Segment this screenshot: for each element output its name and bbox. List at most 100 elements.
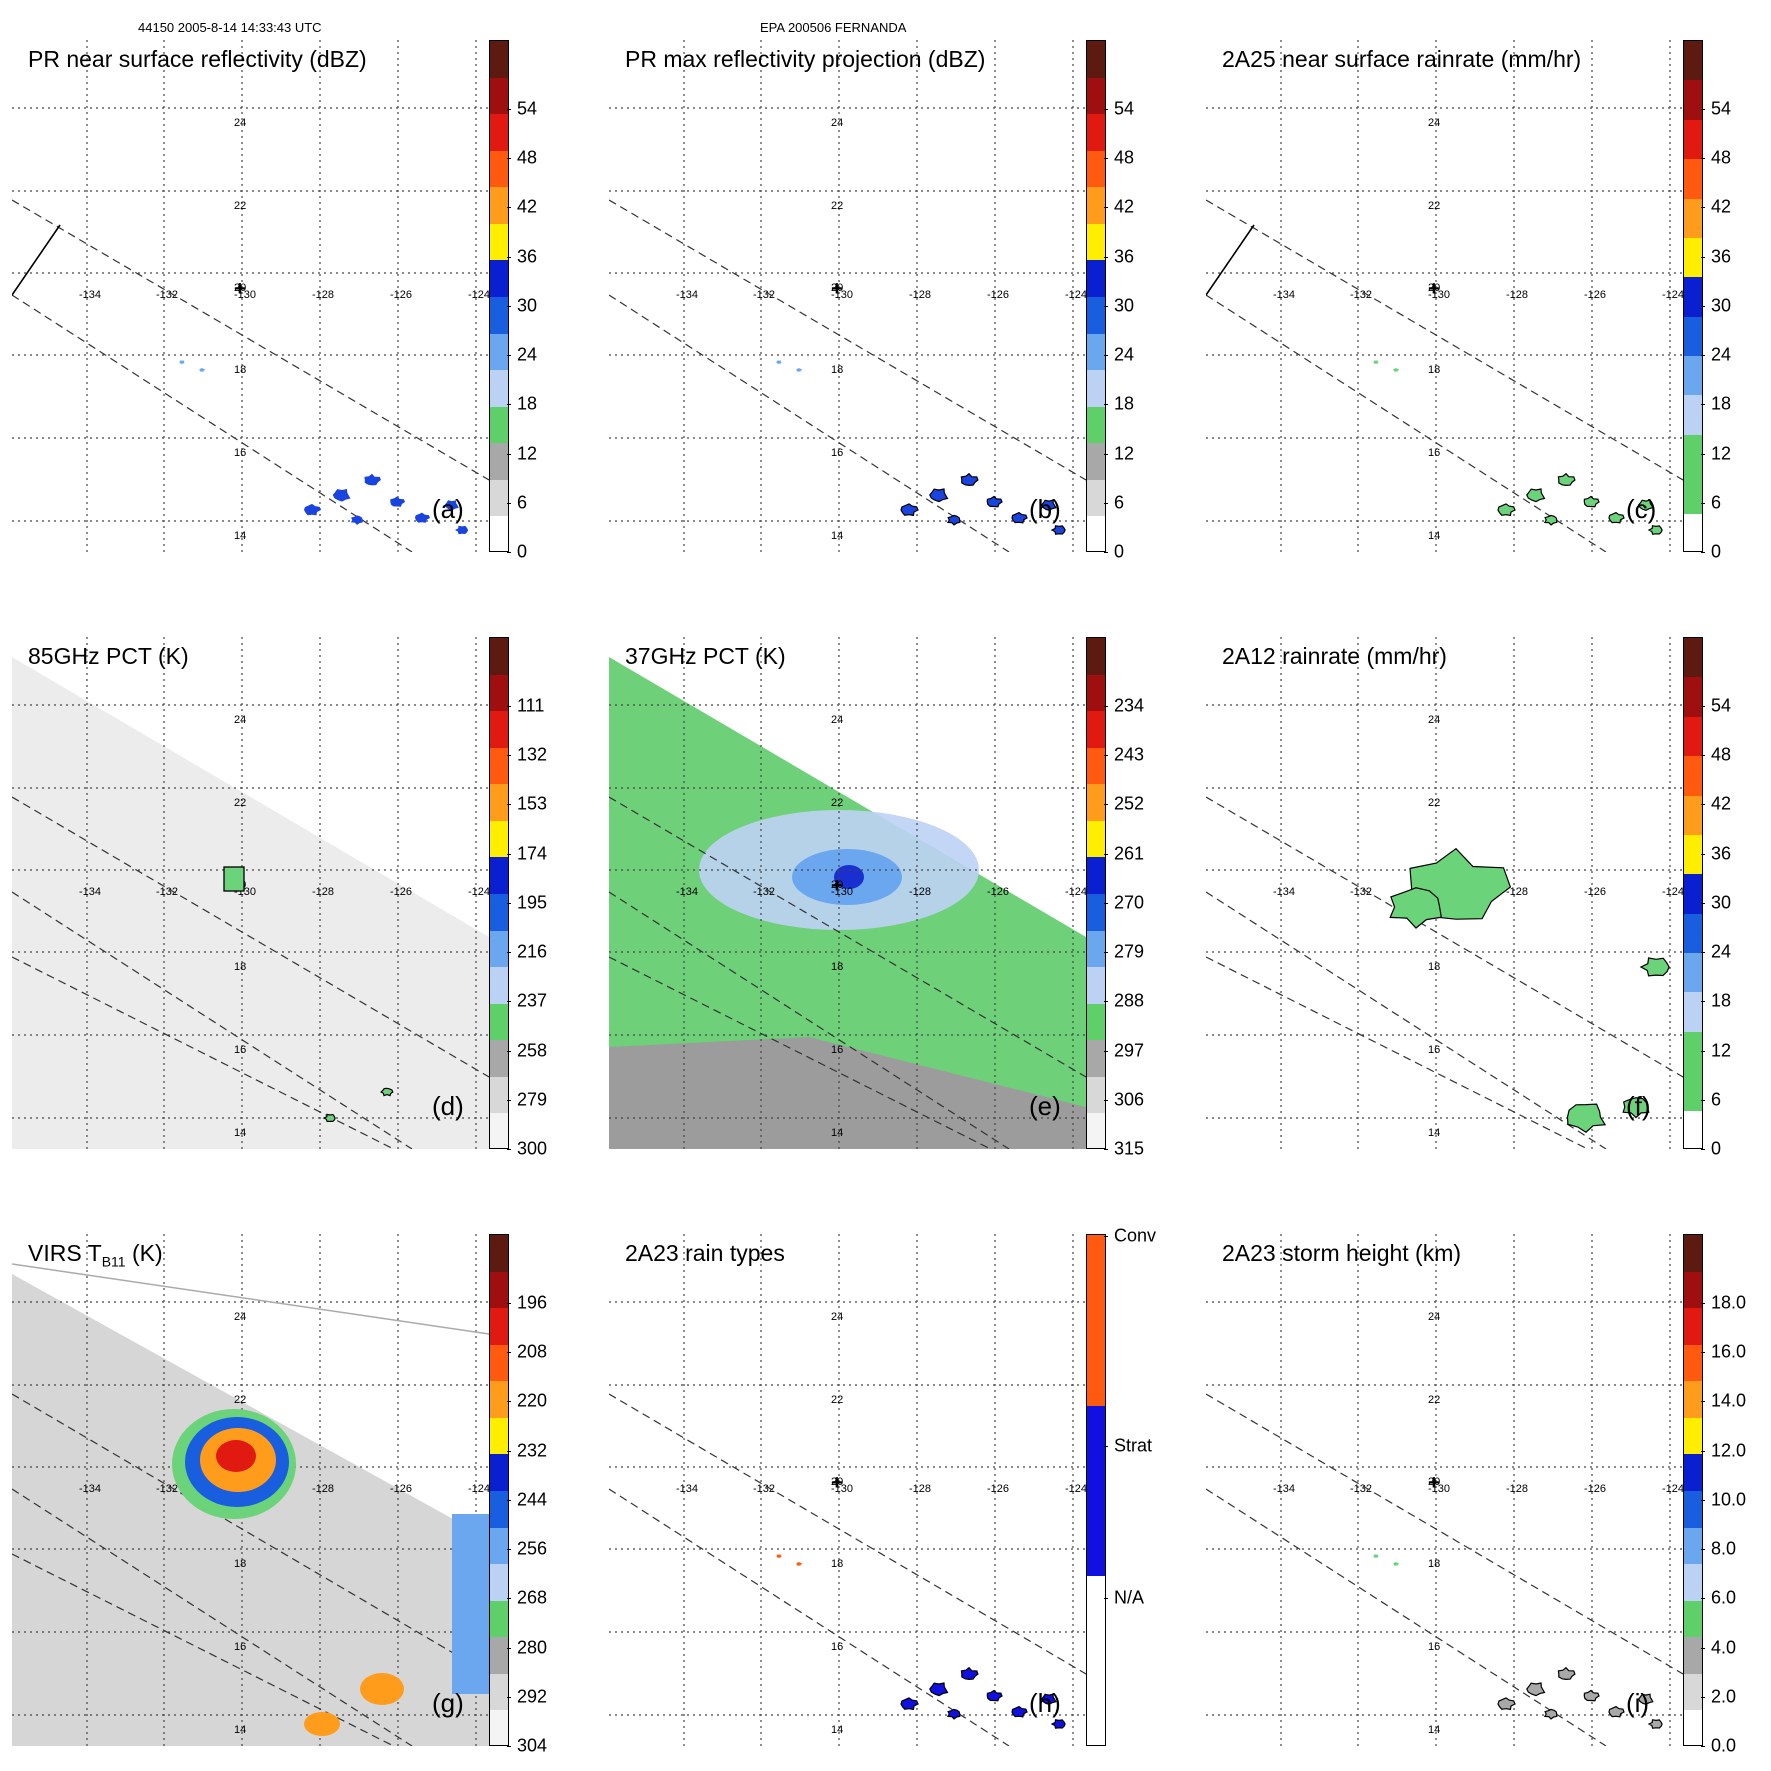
lat-label: 16 — [831, 447, 843, 459]
lat-label: 24 — [1428, 117, 1440, 129]
colorbar-tick — [1701, 305, 1705, 307]
colorbar-segment — [1087, 894, 1105, 931]
colorbar-tick-label: 256 — [517, 1538, 548, 1559]
lat-label: 24 — [234, 117, 246, 129]
lat-label: 14 — [1428, 530, 1440, 542]
lon-label: -132 — [753, 886, 775, 898]
colorbar-segment — [490, 894, 508, 931]
colorbar — [1086, 1234, 1106, 1746]
colorbar-segment — [490, 1454, 508, 1491]
swath-edge-line — [609, 796, 1086, 1078]
colorbar-segment — [490, 820, 508, 858]
colorbar-tick-label: 24 — [517, 344, 538, 365]
colorbar-segment — [1684, 1491, 1702, 1528]
lon-label: -130 — [1428, 289, 1450, 301]
rain-cell — [1526, 488, 1546, 503]
lat-label: 14 — [234, 530, 246, 542]
lat-label: 20 — [1428, 282, 1440, 294]
colorbar-tick — [507, 1352, 511, 1354]
lat-label: 14 — [831, 530, 843, 542]
panel-b: PR max reflectivity projection (dBZ) -134… — [597, 30, 1134, 570]
colorbar-tick-label: 54 — [1114, 98, 1135, 119]
colorbar-tick-label: 18 — [1114, 393, 1135, 414]
lon-label: -132 — [1350, 886, 1372, 898]
lon-label: -134 — [676, 886, 698, 898]
colorbar-tick — [1701, 1746, 1705, 1747]
storm-center-marker: + — [831, 278, 843, 300]
convective-cluster — [360, 1673, 404, 1705]
colorbar-segment — [1087, 1405, 1105, 1577]
colorbar-tick — [1104, 952, 1108, 954]
lon-label: -134 — [676, 289, 698, 301]
cross-section-line — [1206, 224, 1255, 296]
colorbar-segment — [490, 1076, 508, 1114]
colorbar-segment — [1087, 784, 1105, 821]
colorbar-tick-label: 220 — [517, 1390, 548, 1411]
colorbar-segment — [490, 1564, 508, 1601]
colorbar-tick — [507, 1001, 511, 1003]
panel-title: VIRS TB11 (K) — [28, 1240, 163, 1270]
colorbar-tick-label: 288 — [1114, 990, 1145, 1011]
rain-cell — [1637, 1693, 1654, 1705]
lon-label: -134 — [676, 1483, 698, 1495]
colorbar-tick-label: 54 — [1711, 695, 1732, 716]
lon-label: -130 — [831, 1483, 853, 1495]
colorbar-tick-label: Strat — [1114, 1435, 1153, 1456]
swath-edge-line — [609, 891, 1010, 1149]
panel-title: PR near surface reflectivity (dBZ) — [28, 46, 367, 73]
panel-letter: (a) — [432, 494, 464, 524]
colorbar-tick — [1104, 404, 1108, 406]
colorbar-segment — [490, 41, 508, 78]
swath-edge-line — [1206, 796, 1683, 1078]
colorbar-tick — [507, 1401, 511, 1403]
rain-cell — [332, 489, 351, 502]
colorbar-tick-label: 12 — [1711, 443, 1732, 464]
lon-label: -124 — [1662, 1483, 1683, 1495]
rain-cell — [946, 514, 961, 526]
rain-cell — [1011, 511, 1028, 524]
lon-label: -132 — [156, 886, 178, 898]
colorbar-tick — [1104, 705, 1108, 707]
rain-cell — [929, 1682, 949, 1697]
panel-title: PR max reflectivity projection (dBZ) — [625, 46, 985, 73]
swath-edge-line — [1206, 891, 1607, 1149]
colorbar-tick-label: 2.0 — [1711, 1686, 1737, 1707]
rain-cell — [1050, 525, 1066, 535]
lat-label: 18 — [234, 961, 246, 973]
lon-label: -128 — [312, 886, 334, 898]
colorbar-tick-label: 30 — [517, 295, 538, 316]
lat-label: 14 — [234, 1724, 246, 1736]
lon-label: -126 — [390, 1483, 412, 1495]
colorbar-segment — [490, 77, 508, 115]
lat-label: 18 — [1428, 1558, 1440, 1570]
colorbar-tick — [1701, 755, 1705, 757]
lat-label: 22 — [234, 1394, 246, 1406]
colorbar-segment — [490, 1308, 508, 1345]
colorbar-tick-label: 42 — [517, 196, 538, 217]
colorbar-tick-label: 232 — [517, 1440, 548, 1461]
panel-title: 37GHz PCT (K) — [625, 643, 786, 670]
rain-cell — [1373, 360, 1379, 364]
panel-title-text: VIRS T — [28, 1240, 102, 1266]
colorbar-tick-label: 36 — [1114, 246, 1135, 267]
colorbar-segment — [1684, 316, 1702, 357]
lat-label: 22 — [1428, 200, 1440, 212]
storm-center-marker: + — [234, 278, 246, 300]
colorbar-tick — [1701, 1302, 1705, 1304]
colorbar — [489, 1234, 509, 1746]
rain-cell — [1526, 1682, 1546, 1697]
panel-e: 37GHz PCT (K) -134 -132 -130 -128 -126 -124 24 2… — [597, 627, 1144, 1167]
colorbar-tick — [1701, 804, 1705, 806]
panel-title: 2A25 near surface rainrate (mm/hr) — [1222, 46, 1581, 73]
colorbar — [489, 637, 509, 1149]
colorbar-segment — [1684, 1564, 1702, 1601]
rain-cell — [1557, 472, 1576, 487]
colorbar-segment — [1087, 479, 1105, 517]
rain-cell — [1011, 1705, 1028, 1718]
